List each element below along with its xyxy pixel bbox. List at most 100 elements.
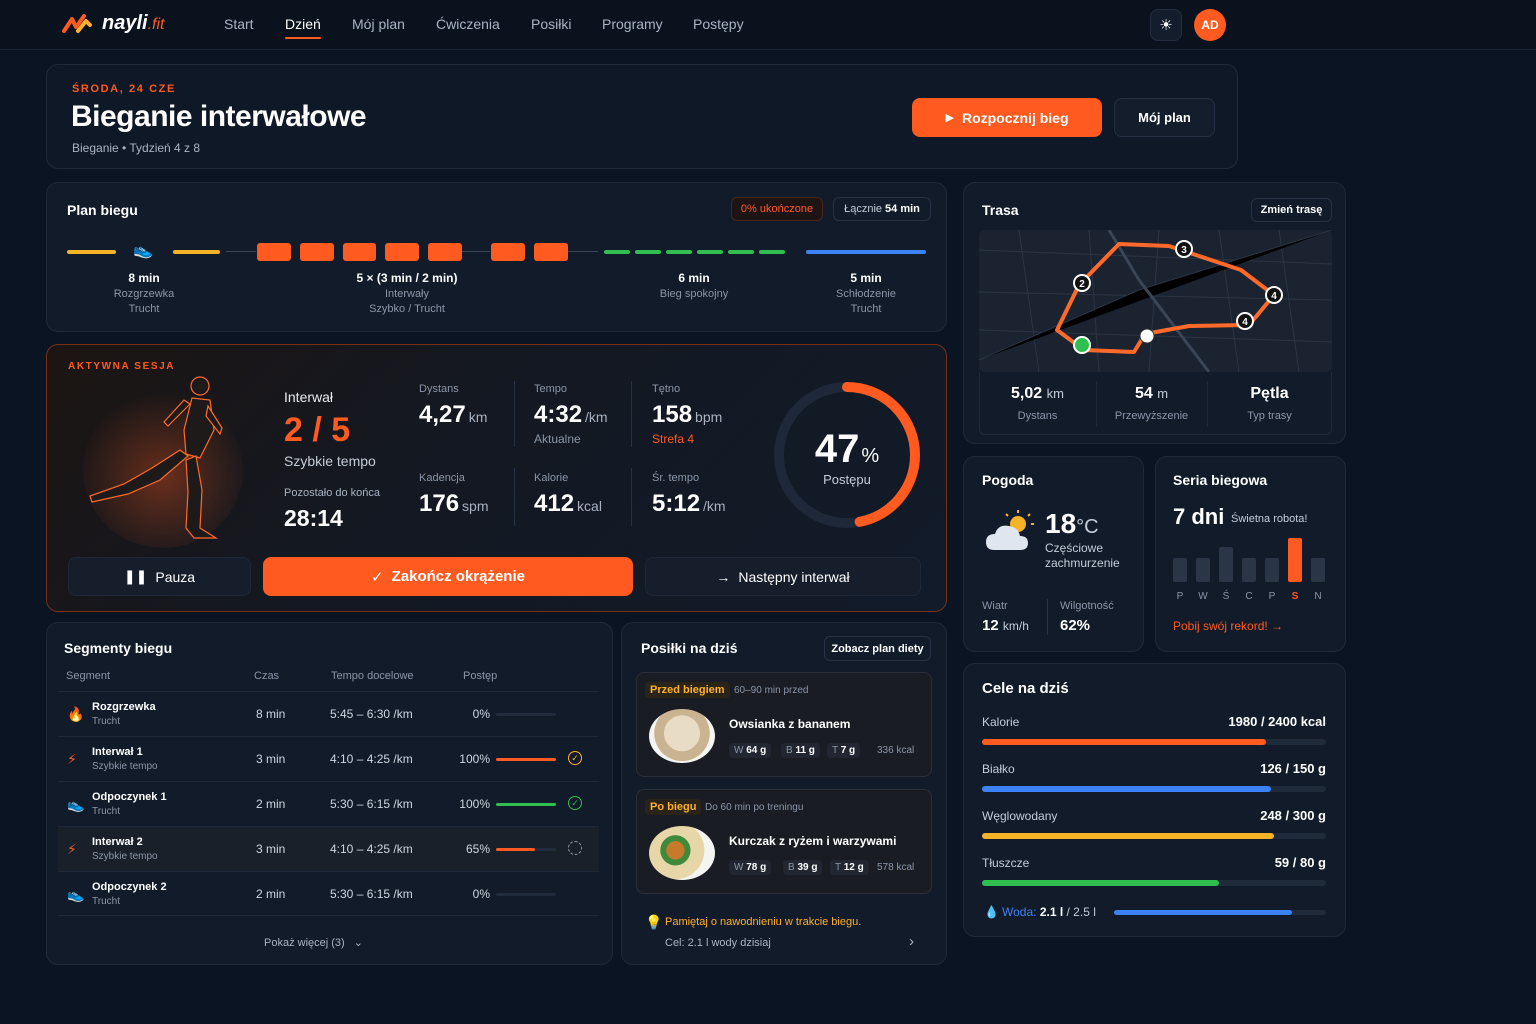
goal-track bbox=[982, 833, 1326, 839]
run-plan-title: Plan biegu bbox=[67, 202, 138, 218]
warmup-bar-2 bbox=[173, 250, 220, 254]
nav-cwiczenia[interactable]: Ćwiczenia bbox=[436, 16, 500, 32]
segment-type: Trucht bbox=[92, 896, 120, 907]
interval-value: 2 / 5 bbox=[284, 411, 351, 449]
streak-card bbox=[1155, 456, 1346, 652]
beat-record-link[interactable]: Pobij swój rekord! → bbox=[1173, 619, 1284, 633]
segments-title: Segmenty biegu bbox=[64, 640, 173, 656]
route-title: Trasa bbox=[982, 202, 1019, 218]
route-map[interactable]: 2 3 4 4 bbox=[979, 230, 1332, 372]
my-plan-button[interactable]: Mój plan bbox=[1114, 98, 1215, 137]
streak-days: 7 dni bbox=[1173, 504, 1225, 529]
meal-card[interactable]: Po biegu Do 60 min po treningu Kurczak z… bbox=[636, 789, 932, 894]
diet-plan-button[interactable]: Zobacz plan diety bbox=[824, 636, 931, 661]
phase-intervals: 5 × (3 min / 2 min) Interwały Szybko / Tru… bbox=[356, 271, 458, 315]
meal-kcal: 578 kcal bbox=[877, 862, 915, 873]
streak-day-bar bbox=[1219, 547, 1233, 582]
interval-label: Interwał bbox=[284, 389, 334, 405]
next-interval-button[interactable]: → Następny interwał bbox=[645, 557, 921, 596]
timeline-connector bbox=[462, 251, 490, 252]
interval-block-5 bbox=[428, 243, 462, 261]
segment-type: Szybkie tempo bbox=[92, 851, 158, 862]
brand-logo[interactable]: nayli.fit bbox=[62, 12, 164, 35]
divider bbox=[631, 381, 632, 447]
macro-protein: B 11 g bbox=[781, 743, 820, 758]
goal-fill bbox=[982, 880, 1220, 886]
timeline-connector bbox=[568, 251, 598, 252]
active-session-label: AKTYWNA SESJA bbox=[68, 361, 176, 372]
divider bbox=[58, 915, 599, 916]
col-progress: Postęp bbox=[463, 670, 498, 682]
streak-note: Świetna robota! bbox=[1231, 513, 1308, 525]
logo-mark-icon bbox=[62, 13, 92, 33]
segment-progress-fill bbox=[496, 848, 535, 851]
segment-progress: 100% bbox=[459, 797, 490, 811]
route-stats bbox=[979, 372, 1332, 435]
timeline-connector bbox=[226, 251, 256, 252]
interval-block-3 bbox=[343, 243, 376, 261]
show-more-button[interactable]: Pokaż więcej (3) ⌄ bbox=[264, 937, 363, 949]
streak-day-label: C bbox=[1245, 591, 1253, 602]
cadence-value: 176 spm bbox=[419, 490, 489, 517]
interval-block-1 bbox=[257, 243, 291, 261]
running-shoe-icon: 👟 bbox=[133, 242, 153, 259]
chevron-right-icon[interactable]: › bbox=[909, 933, 914, 950]
page-subtitle: Bieganie • Tydzień 4 z 8 bbox=[72, 141, 201, 155]
easy-run-dash bbox=[697, 250, 723, 254]
streak-day-label: P bbox=[1268, 591, 1276, 602]
start-run-button[interactable]: ▶ Rozpocznij bieg bbox=[912, 98, 1102, 137]
water-value: Woda: 2.1 l / 2.5 l bbox=[1002, 905, 1096, 919]
table-row[interactable]: ⚡ Interwał 2 Szybkie tempo 3 min 4:10 – 4:25… bbox=[58, 826, 599, 871]
nav-dzien[interactable]: Dzień bbox=[285, 16, 321, 39]
top-navigation: nayli.fit Start Dzień Mój plan Ćwiczenia… bbox=[0, 0, 1536, 50]
table-row[interactable]: 👟 Odpoczynek 2 Trucht 2 min 5:30 – 6:15 /km 0… bbox=[58, 871, 599, 916]
nav-moj-plan[interactable]: Mój plan bbox=[352, 16, 405, 32]
nav-postepy[interactable]: Postępy bbox=[693, 16, 744, 32]
theme-toggle-button[interactable]: ☀ bbox=[1150, 9, 1182, 41]
progress-ring bbox=[774, 382, 920, 528]
segment-pace: 4:10 – 4:25 /km bbox=[330, 752, 413, 766]
table-row[interactable]: 🔥 Rozgrzewka Trucht 8 min 5:45 – 6:30 /km 0% bbox=[58, 691, 599, 736]
segment-type: Szybkie tempo bbox=[92, 761, 158, 772]
segment-name: Odpoczynek 1 bbox=[92, 791, 167, 803]
goal-fill bbox=[982, 739, 1266, 745]
water-fill bbox=[1114, 910, 1293, 915]
change-route-button[interactable]: Zmień trasę bbox=[1251, 198, 1332, 222]
interval-block-4 bbox=[385, 243, 419, 261]
nav-programy[interactable]: Programy bbox=[602, 16, 663, 32]
streak-day-bar bbox=[1265, 558, 1279, 582]
streak-day-label: Ś bbox=[1222, 591, 1230, 602]
table-row[interactable]: 👟 Odpoczynek 1 Trucht 2 min 5:30 – 6:15 /km 1… bbox=[58, 781, 599, 826]
goal-value: 126 / 150 g bbox=[1260, 761, 1326, 776]
route-marker: 2 bbox=[1079, 279, 1085, 290]
meal-timing: Do 60 min po treningu bbox=[705, 802, 804, 813]
page-date: ŚRODA, 24 CZE bbox=[72, 83, 176, 95]
table-row[interactable]: ⚡ Interwał 1 Szybkie tempo 3 min 4:10 – 4:25… bbox=[58, 736, 599, 781]
nav-start[interactable]: Start bbox=[224, 16, 254, 32]
nav-posilki[interactable]: Posiłki bbox=[531, 16, 572, 32]
warmup-bar bbox=[67, 250, 116, 254]
streak-day-label: N bbox=[1314, 591, 1322, 602]
temperature-value: 18°C bbox=[1045, 508, 1099, 539]
segment-progress-track bbox=[496, 893, 556, 896]
pace-note: Aktualne bbox=[534, 432, 581, 446]
segment-name: Interwał 2 bbox=[92, 836, 143, 848]
route-elevation-label: Przewyższenie bbox=[1114, 410, 1189, 422]
progress-ring-fill bbox=[774, 382, 920, 528]
heart-rate-label: Tętno bbox=[652, 383, 681, 395]
calories-label: Kalorie bbox=[534, 472, 569, 484]
remaining-label: Pozostało do końca bbox=[284, 487, 381, 499]
interval-type: Szybkie tempo bbox=[284, 453, 376, 469]
finish-lap-button[interactable]: ✓ Zakończ okrążenie bbox=[263, 557, 633, 596]
goal-track bbox=[982, 880, 1326, 886]
avatar[interactable]: AD bbox=[1194, 9, 1226, 41]
pause-button[interactable]: ❚❚ Pauza bbox=[68, 557, 251, 596]
segment-time: 3 min bbox=[256, 842, 286, 856]
goals-title: Cele na dziś bbox=[982, 680, 1069, 697]
meal-card[interactable]: Przed biegiem 60–90 min przed Owsianka z… bbox=[636, 672, 932, 777]
humidity-value: 62% bbox=[1060, 617, 1091, 634]
segment-progress: 100% bbox=[459, 752, 490, 766]
meals-title: Posiłki na dziś bbox=[641, 640, 738, 656]
distance-label: Dystans bbox=[419, 383, 459, 395]
macro-protein: B 39 g bbox=[783, 860, 823, 875]
